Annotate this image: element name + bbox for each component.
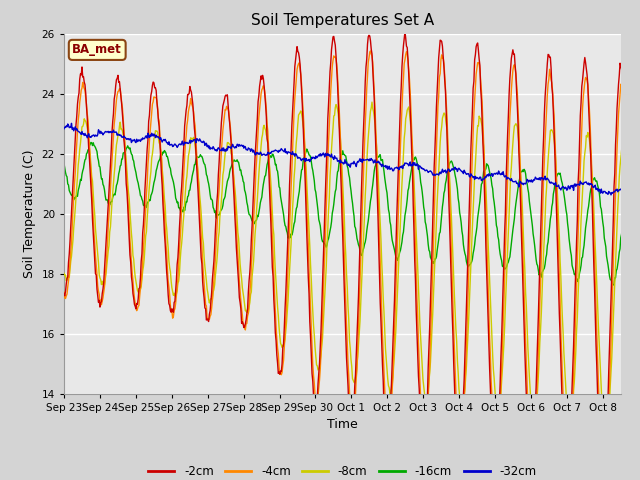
-4cm <box>635 469 640 475</box>
-2cm <box>262 102 269 108</box>
-32cm <box>262 152 270 157</box>
Text: BA_met: BA_met <box>72 43 122 56</box>
-8cm <box>635 415 640 420</box>
-32cm <box>607 192 615 198</box>
-8cm <box>444 142 451 147</box>
Line: -2cm: -2cm <box>64 32 639 479</box>
-16cm <box>60 160 68 166</box>
-4cm <box>60 289 68 295</box>
-8cm <box>60 270 68 276</box>
-16cm <box>412 154 419 160</box>
-8cm <box>601 426 609 432</box>
-32cm <box>284 149 292 155</box>
-2cm <box>635 476 640 480</box>
-2cm <box>444 158 451 164</box>
-2cm <box>284 251 291 257</box>
Line: -32cm: -32cm <box>64 123 639 195</box>
-8cm <box>284 308 291 314</box>
-8cm <box>368 99 376 105</box>
-32cm <box>234 142 242 147</box>
Line: -16cm: -16cm <box>64 143 639 285</box>
-2cm <box>401 29 409 35</box>
-32cm <box>129 137 136 143</box>
-16cm <box>262 168 270 173</box>
-16cm <box>284 235 292 241</box>
-32cm <box>60 126 68 132</box>
-4cm <box>262 97 269 103</box>
-4cm <box>412 243 419 249</box>
-4cm <box>444 132 451 138</box>
Legend: -2cm, -4cm, -8cm, -16cm, -32cm: -2cm, -4cm, -8cm, -16cm, -32cm <box>144 461 541 480</box>
-16cm <box>129 152 136 158</box>
-16cm <box>234 159 242 165</box>
-4cm <box>233 240 241 245</box>
-32cm <box>444 168 451 173</box>
-16cm <box>609 282 617 288</box>
-4cm <box>367 48 374 54</box>
-8cm <box>262 127 269 133</box>
-8cm <box>412 211 419 216</box>
Line: -4cm: -4cm <box>64 51 639 472</box>
-2cm <box>233 257 241 263</box>
-2cm <box>412 277 419 283</box>
-32cm <box>635 192 640 197</box>
-16cm <box>87 140 95 145</box>
-2cm <box>127 274 135 280</box>
Title: Soil Temperatures Set A: Soil Temperatures Set A <box>251 13 434 28</box>
Y-axis label: Soil Temperature (C): Soil Temperature (C) <box>23 149 36 278</box>
-16cm <box>444 168 451 174</box>
-8cm <box>127 231 135 237</box>
-4cm <box>284 284 291 289</box>
-2cm <box>60 290 68 296</box>
-4cm <box>127 259 135 265</box>
Line: -8cm: -8cm <box>64 102 639 429</box>
-8cm <box>233 216 241 222</box>
X-axis label: Time: Time <box>327 418 358 431</box>
-32cm <box>68 120 76 126</box>
-16cm <box>635 223 640 229</box>
-32cm <box>412 162 419 168</box>
